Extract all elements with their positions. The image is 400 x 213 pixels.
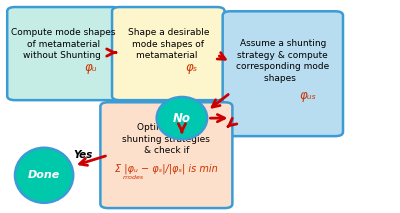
Text: φᵤₛ: φᵤₛ bbox=[300, 89, 316, 102]
Ellipse shape bbox=[15, 148, 73, 203]
Text: modes: modes bbox=[122, 175, 144, 180]
FancyBboxPatch shape bbox=[100, 102, 232, 208]
FancyBboxPatch shape bbox=[112, 7, 225, 100]
Text: Compute mode shapes
of metamaterial
without Shunting: Compute mode shapes of metamaterial with… bbox=[11, 28, 116, 60]
Text: Yes: Yes bbox=[73, 150, 92, 160]
Text: Optimize the
shunting strategies
& check if: Optimize the shunting strategies & check… bbox=[122, 123, 210, 155]
Text: Assume a shunting
strategy & compute
corresponding mode
shapes: Assume a shunting strategy & compute cor… bbox=[236, 39, 330, 83]
FancyBboxPatch shape bbox=[223, 11, 343, 136]
Text: Σ |φᵤ − φₛ|/|φₛ| is min: Σ |φᵤ − φₛ|/|φₛ| is min bbox=[115, 164, 218, 174]
Text: Done: Done bbox=[28, 170, 60, 180]
Text: No: No bbox=[173, 112, 191, 125]
Text: φᵤ: φᵤ bbox=[84, 61, 97, 74]
Text: Shape a desirable
mode shapes of
metamaterial: Shape a desirable mode shapes of metamat… bbox=[128, 28, 209, 60]
Text: φₛ: φₛ bbox=[186, 61, 198, 74]
Ellipse shape bbox=[157, 97, 207, 139]
FancyBboxPatch shape bbox=[7, 7, 120, 100]
